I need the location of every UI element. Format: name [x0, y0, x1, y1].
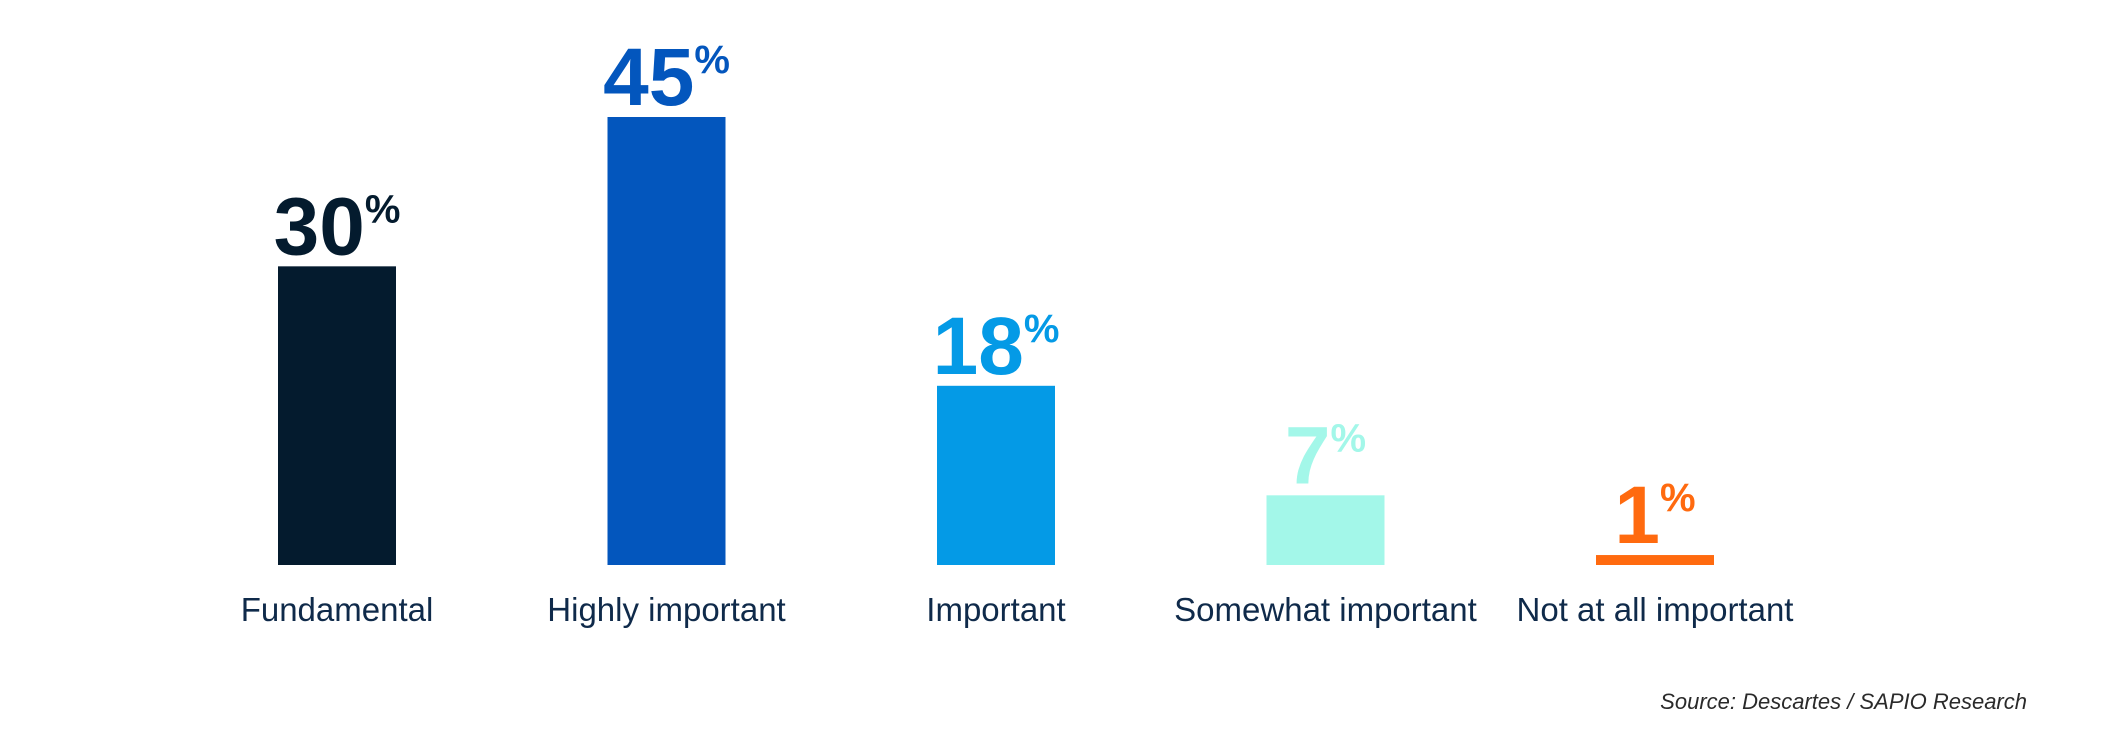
- category-label-somewhat-important: Somewhat important: [1174, 591, 1477, 628]
- value-number: 1: [1614, 470, 1660, 561]
- category-label-fundamental: Fundamental: [241, 591, 434, 628]
- category-label-highly-important: Highly important: [547, 591, 785, 628]
- value-label-not-at-all-important: 1%: [1614, 470, 1695, 561]
- value-label-highly-important: 45%: [603, 32, 730, 123]
- category-label-not-at-all-important: Not at all important: [1517, 591, 1794, 628]
- value-number: 18: [933, 301, 1024, 392]
- category-label-important: Important: [926, 591, 1065, 628]
- bar-fundamental: [278, 266, 396, 565]
- bar-not-at-all-important: [1596, 555, 1714, 565]
- value-label-somewhat-important: 7%: [1285, 410, 1366, 501]
- value-unit: %: [1331, 416, 1367, 460]
- bar-somewhat-important: [1266, 495, 1385, 565]
- value-unit: %: [694, 38, 730, 82]
- value-number: 7: [1285, 410, 1331, 501]
- value-unit: %: [1660, 476, 1696, 520]
- bar-highly-important: [607, 117, 726, 565]
- bar-important: [937, 385, 1055, 565]
- value-unit: %: [365, 187, 401, 231]
- source-note: Source: Descartes / SAPIO Research: [1660, 689, 2027, 714]
- value-number: 30: [274, 181, 365, 272]
- value-unit: %: [1024, 307, 1060, 351]
- value-label-fundamental: 30%: [274, 181, 401, 272]
- value-label-important: 18%: [933, 301, 1060, 392]
- value-number: 45: [603, 32, 694, 123]
